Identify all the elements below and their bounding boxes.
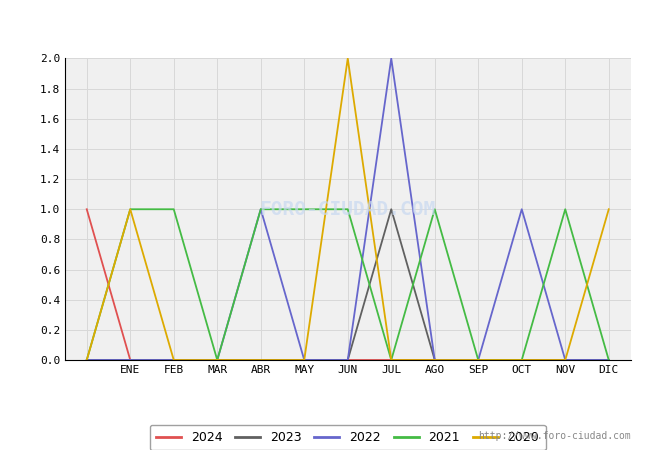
Text: FORO-CIUDAD.COM: FORO-CIUDAD.COM [259, 200, 436, 219]
Legend: 2024, 2023, 2022, 2021, 2020: 2024, 2023, 2022, 2021, 2020 [150, 425, 545, 450]
Text: http://www.foro-ciudad.com: http://www.foro-ciudad.com [478, 431, 630, 441]
Text: Matriculaciones de Vehiculos en Navalosa: Matriculaciones de Vehiculos en Navalosa [125, 16, 525, 34]
